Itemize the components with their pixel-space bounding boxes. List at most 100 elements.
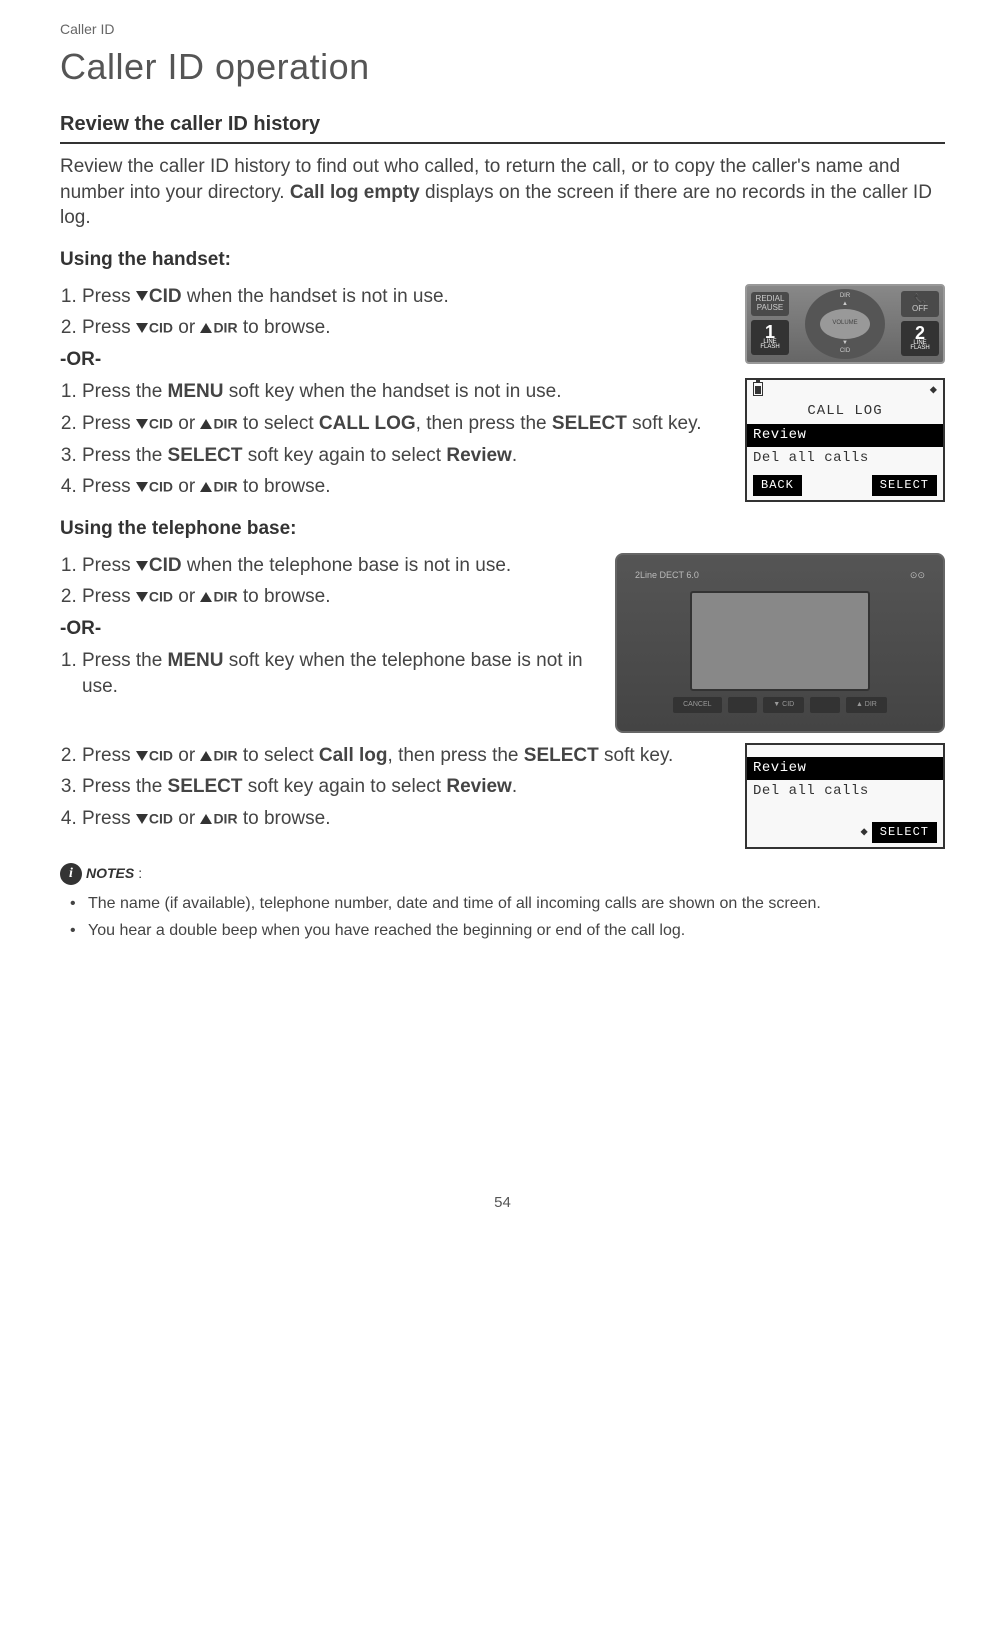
key-label: DIR (213, 589, 237, 605)
key-label: CID (149, 416, 173, 432)
text: Press (82, 555, 136, 576)
off-button: 📞OFF (901, 291, 939, 317)
text: Press the (82, 445, 168, 466)
text: soft key when the handset is not in use. (224, 381, 562, 402)
softkey-button (728, 697, 758, 713)
updown-icon: ◆ (861, 824, 868, 841)
down-icon (136, 592, 148, 602)
key-label: SELECT (524, 745, 599, 766)
up-icon (200, 592, 212, 602)
list-item: Press CID or DIR to select Call log, the… (82, 743, 725, 769)
text: to select (238, 413, 319, 434)
list-item: Press the MENU soft key when the telepho… (82, 648, 595, 699)
text: Press (82, 808, 136, 829)
up-icon (200, 323, 212, 333)
up-icon (200, 419, 212, 429)
notes-header: i NOTES: (60, 863, 945, 885)
key-label: SELECT (552, 413, 627, 434)
key-label: Review (446, 445, 511, 466)
key-label: Review (446, 776, 511, 797)
base-unit-graphic: 2Line DECT 6.0 ⊙⊙ CANCEL ▼ CID ▲ DIR (615, 553, 945, 733)
key-label: CID (149, 286, 182, 307)
text: REDIAL (756, 294, 785, 303)
text: soft key. (599, 745, 674, 766)
select-softkey: SELECT (872, 475, 937, 496)
down-icon (136, 419, 148, 429)
text: Press (82, 586, 136, 607)
list-item: Press CID or DIR to browse. (82, 806, 725, 832)
base-lcd: Review Del all calls ◆ SELECT (745, 743, 945, 849)
text: Press (82, 476, 136, 497)
key-label: CID (149, 589, 173, 605)
cid-button: ▼ CID (763, 697, 804, 713)
text: . (512, 445, 517, 466)
list-item: Press CID or DIR to browse. (82, 315, 725, 341)
redial-button: REDIALPAUSE (751, 292, 789, 316)
up-icon (200, 482, 212, 492)
text: soft key again to select (243, 776, 447, 797)
base-steps-b: Press the MENU soft key when the telepho… (60, 648, 595, 699)
text: Press (82, 413, 136, 434)
lcd-row-selected: Review (747, 757, 943, 781)
key-label: SELECT (168, 776, 243, 797)
list-item: Press CID or DIR to select CALL LOG, the… (82, 411, 725, 437)
note-item: You hear a double beep when you have rea… (60, 920, 945, 942)
text: to browse. (238, 808, 331, 829)
text: Press the (82, 381, 168, 402)
key-label: MENU (168, 650, 224, 671)
text: Press the (82, 650, 168, 671)
list-item: Press CID or DIR to browse. (82, 584, 595, 610)
key-label: DIR (213, 416, 237, 432)
text: NOTES (86, 865, 134, 881)
up-icon (200, 751, 212, 761)
intro-paragraph: Review the caller ID history to find out… (60, 154, 945, 231)
text: soft key again to select (243, 445, 447, 466)
updown-icon: ◆ (930, 382, 937, 399)
key-label: DIR (213, 479, 237, 495)
text: or (173, 586, 200, 607)
text: , then press the (416, 413, 552, 434)
text: FLASH (760, 344, 779, 350)
or-separator: -OR- (60, 616, 595, 643)
down-icon (136, 561, 148, 571)
key-label: SELECT (168, 445, 243, 466)
key-label: MENU (168, 381, 224, 402)
text: Press (82, 286, 136, 307)
base-steps-a: Press CID when the telephone base is not… (60, 553, 595, 610)
base-steps-b-cont: Press CID or DIR to select Call log, the… (60, 743, 725, 832)
text: to browse. (238, 586, 331, 607)
base-screen (690, 591, 870, 691)
key-label: CID (149, 747, 173, 763)
cid-label: CID (840, 347, 850, 355)
handset-steps-a: Press CID when the handset is not in use… (60, 284, 725, 341)
text: . (512, 776, 517, 797)
notes-label: NOTES (86, 864, 134, 884)
text: , then press the (388, 745, 524, 766)
key-label: CID (149, 555, 182, 576)
key-label: CID (149, 320, 173, 336)
down-icon (136, 814, 148, 824)
section-title: Review the caller ID history (60, 110, 945, 144)
text: OFF (912, 304, 928, 313)
note-item: The name (if available), telephone numbe… (60, 893, 945, 915)
dir-button: ▲ DIR (846, 697, 887, 713)
breadcrumb: Caller ID (60, 20, 945, 40)
list-item: Press CID when the telephone base is not… (82, 553, 595, 579)
text: : (138, 864, 142, 884)
nav-pad: DIR ▲ VOLUME ▼ CID (805, 289, 885, 359)
list-item: Press the MENU soft key when the handset… (82, 379, 725, 405)
handset-title: Using the handset: (60, 247, 945, 274)
key-label: DIR (213, 747, 237, 763)
down-icon (136, 323, 148, 333)
text: to browse. (238, 476, 331, 497)
lcd-row-selected: Review (747, 424, 943, 448)
text: or (173, 476, 200, 497)
volume-button: VOLUME (820, 309, 870, 339)
key-label: Call log (319, 745, 388, 766)
softkey-button (810, 697, 840, 713)
handset-lcd: ◆ CALL LOG Review Del all calls BACK SEL… (745, 378, 945, 502)
line1-button: 1LINEFLASH (751, 320, 789, 355)
answering-icon: ⊙⊙ (910, 569, 925, 582)
lcd-row: Del all calls (747, 780, 943, 804)
text: or (173, 317, 200, 338)
